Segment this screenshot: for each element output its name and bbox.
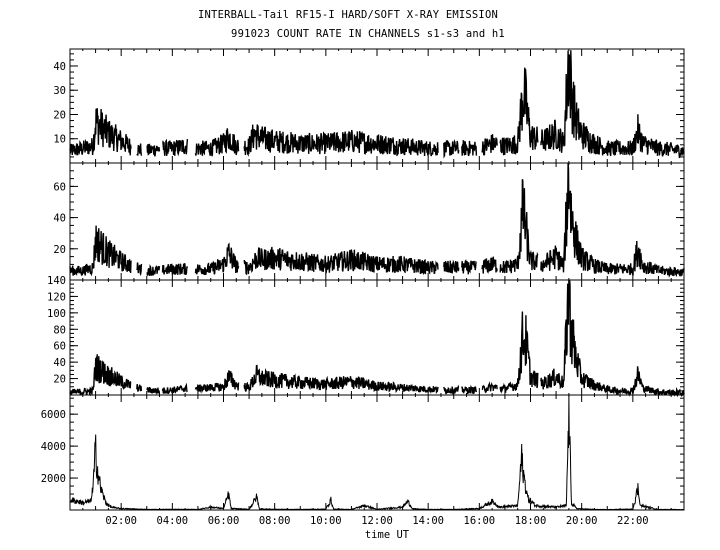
x-tick-label: 06:00 [208, 515, 240, 527]
chart-title: INTERBALL-Tail RF15-I HARD/SOFT X-RAY EM… [198, 9, 498, 21]
y-tick-label-h1: 6000 [41, 409, 66, 421]
x-axis-label: time UT [365, 529, 410, 541]
chart-subtitle: 991023 COUNT RATE IN CHANNELS s1-s3 and … [231, 28, 505, 40]
y-tick-label-s1: 10 [53, 134, 66, 146]
y-tick-label-s1: 30 [53, 85, 66, 97]
y-tick-label-s3: 40 [53, 357, 66, 369]
x-tick-label: 10:00 [310, 515, 342, 527]
x-tick-label: 14:00 [412, 515, 444, 527]
x-tick-label: 04:00 [157, 515, 189, 527]
panel-frame-h1 [69, 394, 685, 511]
series-line-s3 [69, 279, 685, 398]
y-tick-label-s1: 20 [53, 109, 66, 121]
series-line-s1 [69, 50, 685, 159]
panel-frame-s3 [69, 279, 685, 396]
y-tick-label-s3: 140 [47, 275, 66, 287]
x-tick-label: 18:00 [515, 515, 547, 527]
y-tick-label-s1: 40 [53, 61, 66, 73]
y-tick-label-s2: 20 [53, 244, 66, 256]
x-tick-label: 20:00 [566, 515, 598, 527]
x-tick-label: 02:00 [105, 515, 137, 527]
y-tick-label-h1: 2000 [41, 473, 66, 485]
series-line-s2 [69, 162, 685, 278]
series-line-h1 [69, 394, 685, 511]
y-tick-label-s2: 40 [53, 213, 66, 225]
x-tick-label: 08:00 [259, 515, 291, 527]
y-tick-label-s2: 60 [53, 181, 66, 193]
y-tick-label-h1: 4000 [41, 441, 66, 453]
x-tick-label: 12:00 [361, 515, 393, 527]
y-tick-label-s3: 120 [47, 291, 66, 303]
x-tick-label: 16:00 [464, 515, 496, 527]
x-tick-label: 22:00 [617, 515, 649, 527]
y-tick-label-s3: 20 [53, 374, 66, 386]
y-tick-label-s3: 60 [53, 341, 66, 353]
y-tick-label-s3: 80 [53, 324, 66, 336]
y-tick-label-s3: 100 [47, 308, 66, 320]
